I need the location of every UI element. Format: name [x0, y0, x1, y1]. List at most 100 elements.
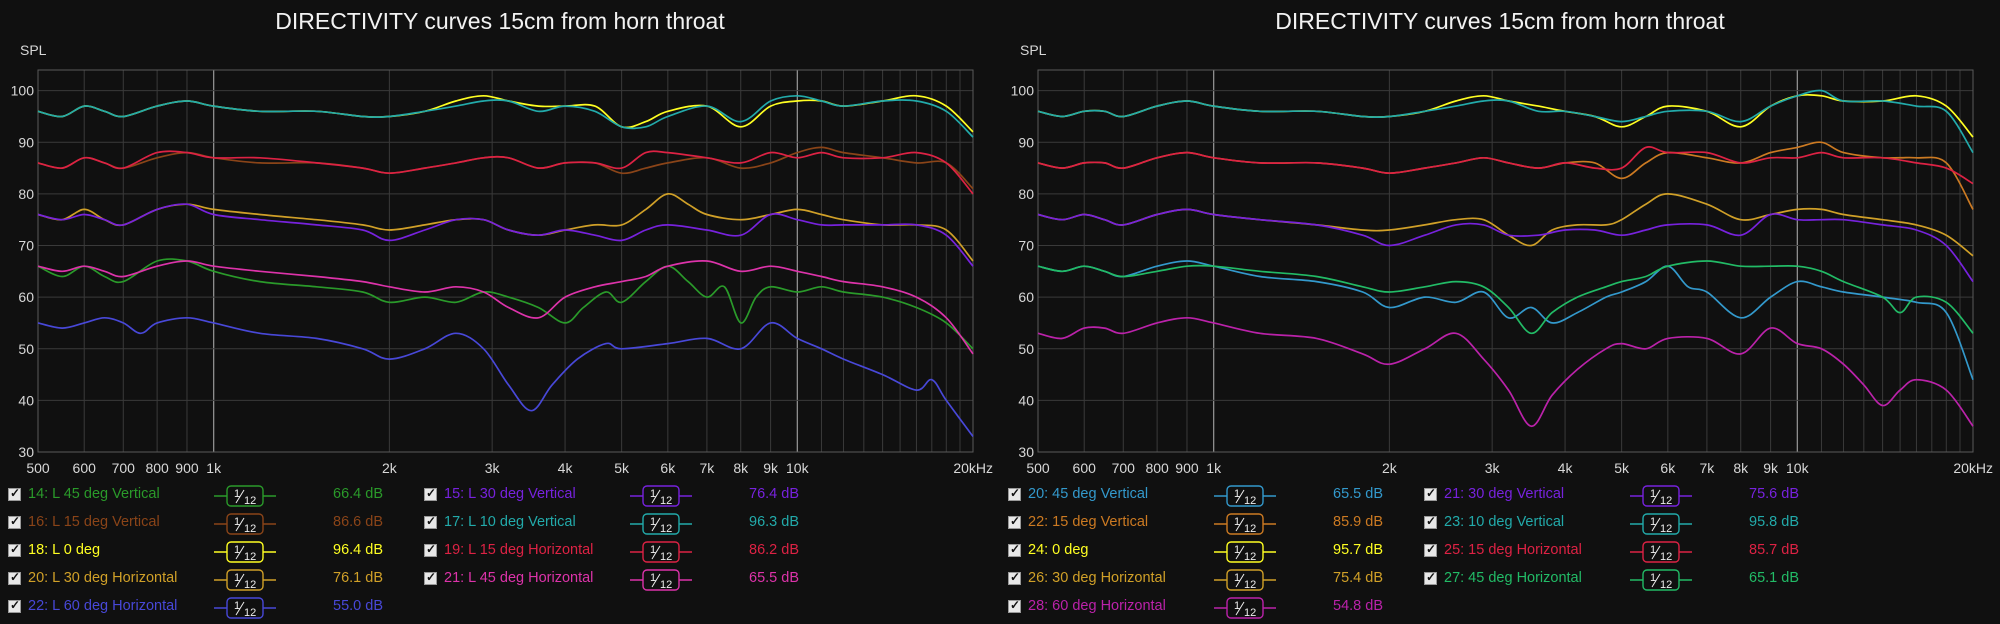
- smoothing-slash: [651, 517, 661, 532]
- smoothing-denominator: 12: [660, 523, 672, 535]
- y-tick-label: 80: [18, 186, 34, 202]
- x-tick-label: 800: [145, 460, 169, 476]
- y-tick-label: 70: [1018, 238, 1034, 254]
- smoothing-slash: [235, 517, 245, 532]
- series-visibility-checkbox[interactable]: [1008, 514, 1021, 529]
- smoothing-button[interactable]: 1 12: [214, 513, 276, 537]
- smoothing-box: [1226, 485, 1264, 507]
- series-line: [37, 150, 974, 195]
- x-tick-label: 700: [112, 460, 136, 476]
- legend-item[interactable]: 16: L 15 deg Vertical 1 12 86.6 dB: [8, 513, 418, 535]
- smoothing-slash: [1651, 517, 1661, 532]
- series-visibility-checkbox[interactable]: [1424, 514, 1437, 529]
- smoothing-denominator: 12: [1244, 551, 1256, 563]
- series-line: [37, 260, 974, 355]
- x-tick-label: 3k: [485, 460, 501, 476]
- smoothing-button[interactable]: 1 12: [630, 513, 692, 537]
- smoothing-box: [1226, 597, 1264, 619]
- smoothing-button[interactable]: 1 12: [1630, 541, 1692, 565]
- series-line: [37, 316, 974, 438]
- legend-item[interactable]: 14: L 45 deg Vertical 1 12 66.4 dB: [8, 485, 418, 507]
- smoothing-button[interactable]: 1 12: [1630, 513, 1692, 537]
- legend-level-value: 86.6 dB: [333, 514, 383, 530]
- series-visibility-checkbox[interactable]: [8, 570, 21, 585]
- series-visibility-checkbox[interactable]: [1008, 598, 1021, 613]
- legend-item[interactable]: 24: 0 deg 1 12 95.7 dB: [1008, 541, 1418, 563]
- legend-series-name: 18: L 0 deg: [28, 542, 101, 558]
- smoothing-box: [226, 541, 264, 563]
- smoothing-button[interactable]: 1 12: [214, 569, 276, 593]
- legend-item[interactable]: 22: 15 deg Vertical 1 12 85.9 dB: [1008, 513, 1418, 535]
- smoothing-denominator: 12: [1244, 495, 1256, 507]
- smoothing-box: [1642, 513, 1680, 535]
- series-visibility-checkbox[interactable]: [1008, 486, 1021, 501]
- legend-item[interactable]: 28: 60 deg Horizontal 1 12 54.8 dB: [1008, 597, 1418, 619]
- series-visibility-checkbox[interactable]: [8, 486, 21, 501]
- series-visibility-checkbox[interactable]: [424, 542, 437, 557]
- smoothing-button[interactable]: 1 12: [214, 597, 276, 621]
- legend-item[interactable]: 21: 30 deg Vertical 1 12 75.6 dB: [1424, 485, 1834, 507]
- legend-level-value: 55.0 dB: [333, 598, 383, 614]
- legend-item[interactable]: 17: L 10 deg Vertical 1 12 96.3 dB: [424, 513, 834, 535]
- smoothing-button[interactable]: 1 12: [214, 541, 276, 565]
- y-tick-label: 60: [1018, 289, 1034, 305]
- legend-item[interactable]: 25: 15 deg Horizontal 1 12 85.7 dB: [1424, 541, 1834, 563]
- smoothing-button[interactable]: 1 12: [1214, 569, 1276, 593]
- smoothing-numerator: 1: [650, 572, 656, 584]
- legend-item[interactable]: 20: L 30 deg Horizontal 1 12 76.1 dB: [8, 569, 418, 591]
- smoothing-button[interactable]: 1 12: [1214, 597, 1276, 621]
- smoothing-button[interactable]: 1 12: [1630, 485, 1692, 509]
- series-visibility-checkbox[interactable]: [1008, 570, 1021, 585]
- series-visibility-checkbox[interactable]: [8, 514, 21, 529]
- smoothing-numerator: 1: [1650, 572, 1656, 584]
- legend-item[interactable]: 20: 45 deg Vertical 1 12 65.5 dB: [1008, 485, 1418, 507]
- smoothing-slash: [1651, 573, 1661, 588]
- smoothing-button[interactable]: 1 12: [630, 569, 692, 593]
- legend-level-value: 75.4 dB: [1333, 570, 1383, 586]
- x-tick-label: 600: [73, 460, 97, 476]
- legend-item[interactable]: 21: L 45 deg Horizontal 1 12 65.5 dB: [424, 569, 834, 591]
- legend-item[interactable]: 26: 30 deg Horizontal 1 12 75.4 dB: [1008, 569, 1418, 591]
- smoothing-denominator: 12: [244, 495, 256, 507]
- y-tick-label: 70: [18, 238, 34, 254]
- smoothing-slash: [1651, 489, 1661, 504]
- smoothing-box: [1226, 541, 1264, 563]
- smoothing-denominator: 12: [1660, 523, 1672, 535]
- smoothing-button[interactable]: 1 12: [214, 485, 276, 509]
- smoothing-button[interactable]: 1 12: [630, 541, 692, 565]
- legend-series-name: 14: L 45 deg Vertical: [28, 486, 160, 502]
- series-visibility-checkbox[interactable]: [1424, 486, 1437, 501]
- smoothing-box: [1226, 513, 1264, 535]
- legend-item[interactable]: 23: 10 deg Vertical 1 12 95.8 dB: [1424, 513, 1834, 535]
- series-visibility-checkbox[interactable]: [1424, 542, 1437, 557]
- smoothing-button[interactable]: 1 12: [630, 485, 692, 509]
- x-tick-label: 20kHz: [953, 460, 993, 476]
- legend-item[interactable]: 19: L 15 deg Horizontal 1 12 86.2 dB: [424, 541, 834, 563]
- smoothing-numerator: 1: [1650, 516, 1656, 528]
- legend-item[interactable]: 22: L 60 deg Horizontal 1 12 55.0 dB: [8, 597, 418, 619]
- smoothing-button[interactable]: 1 12: [1214, 485, 1276, 509]
- series-visibility-checkbox[interactable]: [1424, 570, 1437, 585]
- smoothing-button[interactable]: 1 12: [1214, 513, 1276, 537]
- series-visibility-checkbox[interactable]: [424, 514, 437, 529]
- smoothing-slash: [235, 545, 245, 560]
- series-line: [37, 258, 974, 350]
- smoothing-denominator: 12: [244, 579, 256, 591]
- y-tick-label: 90: [18, 134, 34, 150]
- series-visibility-checkbox[interactable]: [1008, 542, 1021, 557]
- smoothing-slash: [1651, 545, 1661, 560]
- y-tick-label: 50: [18, 341, 34, 357]
- legend-item[interactable]: 27: 45 deg Horizontal 1 12 65.1 dB: [1424, 569, 1834, 591]
- series-visibility-checkbox[interactable]: [8, 542, 21, 557]
- smoothing-denominator: 12: [244, 607, 256, 619]
- series-visibility-checkbox[interactable]: [424, 486, 437, 501]
- legend-item[interactable]: 15: L 30 deg Vertical 1 12 76.4 dB: [424, 485, 834, 507]
- legend-level-value: 95.8 dB: [1749, 514, 1799, 530]
- plot-frame: [1037, 69, 1974, 453]
- smoothing-button[interactable]: 1 12: [1630, 569, 1692, 593]
- series-visibility-checkbox[interactable]: [8, 598, 21, 613]
- series-visibility-checkbox[interactable]: [424, 570, 437, 585]
- smoothing-denominator: 12: [1660, 551, 1672, 563]
- smoothing-button[interactable]: 1 12: [1214, 541, 1276, 565]
- legend-item[interactable]: 18: L 0 deg 1 12 96.4 dB: [8, 541, 418, 563]
